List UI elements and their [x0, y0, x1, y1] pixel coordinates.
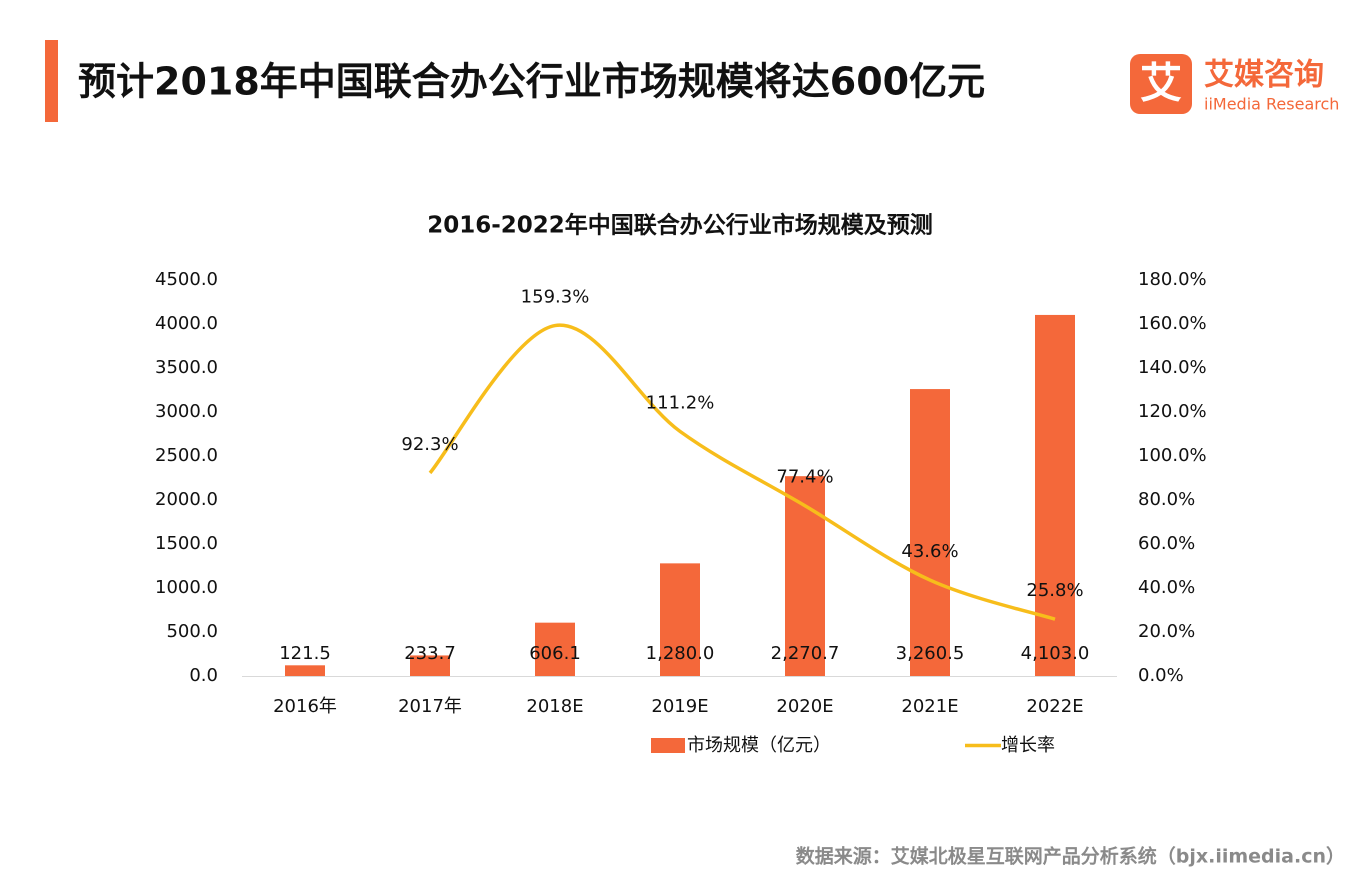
- y2-tick-label: 180.0%: [1138, 269, 1207, 290]
- line-value-label: 159.3%: [521, 287, 590, 308]
- bar: [535, 622, 575, 676]
- legend-label: 增长率: [1001, 735, 1055, 756]
- y2-tick-label: 140.0%: [1138, 357, 1207, 378]
- line-value-label: 92.3%: [401, 434, 458, 455]
- line-value-label: 111.2%: [646, 392, 715, 413]
- bar-value-label: 4,103.0: [1021, 643, 1090, 664]
- page-title: 预计2018年中国联合办公行业市场规模将达600亿元: [78, 60, 985, 104]
- logo-box: [1130, 54, 1192, 114]
- y-tick-label: 3000.0: [155, 401, 218, 422]
- line-value-label: 77.4%: [776, 467, 833, 488]
- y-tick-label: 2000.0: [155, 489, 218, 510]
- logo-name: 艾媒咨询: [1204, 58, 1324, 93]
- bar: [410, 655, 450, 676]
- y-tick-label: 2500.0: [155, 445, 218, 466]
- bar: [785, 476, 825, 676]
- x-tick-label: 2017年: [398, 696, 462, 717]
- line: [428, 323, 1056, 621]
- line-value-label: 25.8%: [1026, 580, 1083, 601]
- chart-title: 2016-2022年中国联合办公行业市场规模及预测: [427, 212, 933, 239]
- bar-value-label: 121.5: [279, 643, 331, 664]
- y2-tick-label: 0.0%: [1138, 665, 1184, 686]
- logo-mark: 艾: [1140, 59, 1182, 108]
- x-tick-label: 2020E: [776, 696, 833, 717]
- y2-tick-label: 160.0%: [1138, 313, 1207, 334]
- y-tick-label: 0.0: [189, 665, 218, 686]
- y-tick-label: 3500.0: [155, 357, 218, 378]
- x-tick-label: 2021E: [901, 696, 958, 717]
- y-tick-label: 4500.0: [155, 269, 218, 290]
- x-tick-label: 2016年: [273, 696, 337, 717]
- legend-label: 市场规模（亿元）: [687, 735, 831, 756]
- bar-value-label: 1,280.0: [646, 643, 715, 664]
- y2-tick-label: 40.0%: [1138, 577, 1195, 598]
- x-tick-label: 2019E: [651, 696, 708, 717]
- bar: [1035, 314, 1075, 676]
- line-value-label: 43.6%: [901, 541, 958, 562]
- x-tick-label: 2022E: [1026, 696, 1083, 717]
- y-tick-label: 1000.0: [155, 577, 218, 598]
- bar-value-label: 2,270.7: [771, 643, 840, 664]
- bar: [660, 563, 700, 676]
- bar: [285, 665, 325, 676]
- x-tick-label: 2018E: [526, 696, 583, 717]
- y2-tick-label: 120.0%: [1138, 401, 1207, 422]
- logo-sub: iiMedia Research: [1204, 95, 1339, 114]
- title-accent: [45, 40, 58, 122]
- y2-tick-label: 20.0%: [1138, 621, 1195, 642]
- y-tick-label: 500.0: [166, 621, 218, 642]
- y2-tick-label: 60.0%: [1138, 533, 1195, 554]
- bar: [910, 389, 950, 676]
- bar-value-label: 233.7: [404, 643, 456, 664]
- legend-swatch: [651, 738, 685, 753]
- bar-value-label: 3,260.5: [896, 643, 965, 664]
- bar-value-label: 606.1: [529, 643, 581, 664]
- y-tick-label: 4000.0: [155, 313, 218, 334]
- y2-tick-label: 80.0%: [1138, 489, 1195, 510]
- source: 数据来源：艾媒北极星互联网产品分析系统（bjx.iimedia.cn）: [796, 845, 1345, 868]
- y-tick-label: 1500.0: [155, 533, 218, 554]
- y2-tick-label: 100.0%: [1138, 445, 1207, 466]
